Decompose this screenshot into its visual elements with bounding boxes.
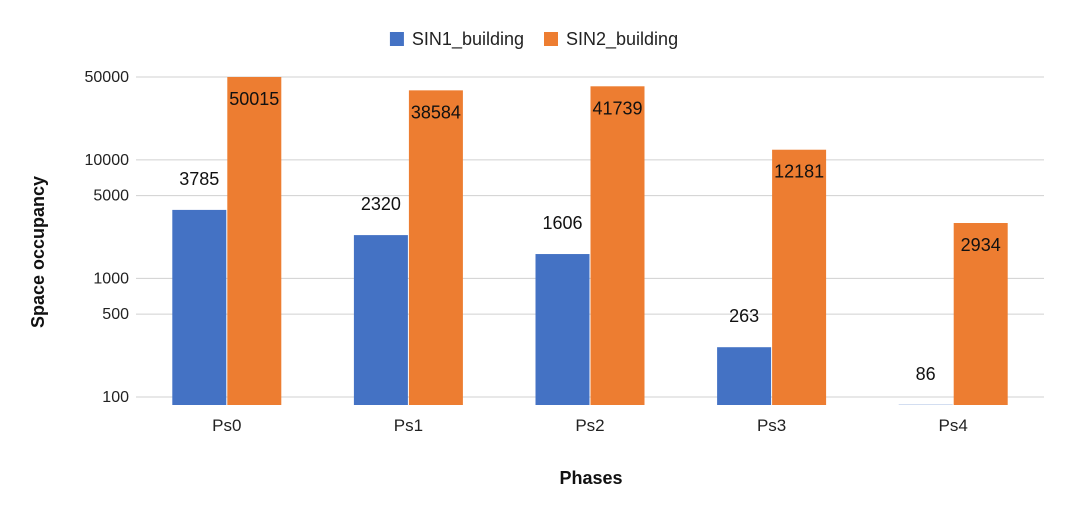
bar-SIN1_building-Ps0	[172, 209, 227, 405]
bar-SIN1_building-Ps3	[717, 347, 772, 405]
y-axis-title: Space occupancy	[28, 176, 48, 328]
bars	[172, 77, 1008, 406]
data-label-SIN2_building-Ps1: 38584	[411, 102, 461, 122]
data-label-SIN2_building-Ps2: 41739	[592, 98, 642, 118]
legend-label: SIN1_building	[412, 29, 524, 50]
legend: SIN1_building SIN2_building	[389, 29, 678, 50]
y-axis-ticks: 100 500 1000 5000 10000 50000	[85, 69, 130, 406]
x-tick-label: Ps2	[575, 416, 604, 435]
grid-lines	[136, 76, 1044, 398]
y-tick-label: 500	[102, 306, 129, 323]
y-tick-label: 5000	[93, 188, 129, 205]
bar-SIN2_building-Ps1	[408, 90, 463, 406]
legend-swatch	[544, 32, 558, 46]
y-tick-label: 10000	[85, 152, 130, 169]
data-labels: 3785 50015 2320 38584 1606 41739 263 12181 86 293…	[179, 89, 1000, 384]
data-label-SIN2_building-Ps3: 12181	[774, 162, 824, 182]
data-label-SIN1_building-Ps2: 1606	[542, 213, 582, 233]
bar-SIN2_building-Ps4	[953, 223, 1008, 405]
bar-SIN2_building-Ps2	[590, 86, 645, 406]
x-tick-label: Ps1	[394, 416, 423, 435]
bar-SIN2_building-Ps0	[227, 77, 282, 405]
legend-label: SIN2_building	[566, 29, 678, 50]
data-label-SIN2_building-Ps0: 50015	[229, 89, 279, 109]
data-label-SIN1_building-Ps1: 2320	[361, 194, 401, 214]
x-tick-label: Ps4	[939, 416, 968, 435]
x-axis-ticks: Ps0 Ps1 Ps2 Ps3 Ps4	[212, 416, 968, 435]
x-axis-title: Phases	[559, 468, 622, 488]
y-tick-label: 50000	[85, 69, 130, 86]
bar-SIN2_building-Ps3	[772, 149, 827, 405]
bar-SIN1_building-Ps1	[353, 235, 408, 405]
bar-SIN1_building-Ps2	[535, 254, 590, 405]
y-tick-label: 1000	[93, 270, 129, 287]
legend-swatch	[389, 32, 404, 46]
y-tick-label: 100	[102, 389, 129, 406]
data-label-SIN1_building-Ps0: 3785	[179, 169, 219, 189]
x-tick-label: Ps0	[212, 416, 241, 435]
x-tick-label: Ps3	[757, 416, 786, 435]
data-label-SIN1_building-Ps3: 263	[729, 306, 759, 326]
data-label-SIN1_building-Ps4: 86	[916, 364, 936, 384]
data-label-SIN2_building-Ps4: 2934	[961, 235, 1001, 255]
